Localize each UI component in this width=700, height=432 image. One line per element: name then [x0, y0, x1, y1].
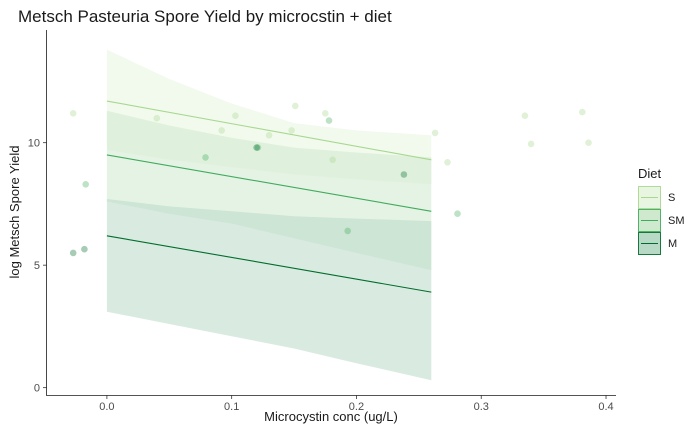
legend: Diet S SM M — [638, 166, 685, 255]
data-point-s — [153, 114, 161, 122]
legend-title: Diet — [638, 166, 662, 181]
y-axis-ticks: 0 5 10 — [28, 138, 47, 395]
point-layer — [69, 102, 592, 257]
plot-area — [69, 49, 592, 381]
data-point-m — [400, 171, 408, 178]
fit-line-layer — [106, 100, 432, 293]
data-point-s — [288, 127, 295, 134]
data-point-sm — [454, 210, 461, 217]
data-point-s — [521, 112, 529, 119]
y-tick-label: 5 — [34, 260, 40, 272]
x-tick-label: 0.1 — [224, 401, 239, 413]
data-point-sm — [202, 154, 209, 161]
chart-title: Metsch Pasteuria Spore Yield by microcst… — [18, 7, 392, 26]
data-point-s — [527, 140, 535, 148]
data-point-s — [292, 102, 299, 110]
x-axis-title: Microcystin conc (ug/L) — [264, 409, 398, 424]
data-point-m — [69, 249, 77, 257]
x-tick-label: 0.0 — [99, 401, 114, 413]
data-point-m — [253, 144, 260, 151]
x-tick-label: 0.2 — [349, 401, 364, 413]
data-point-sm — [344, 227, 352, 235]
legend-label-sm: SM — [668, 215, 685, 227]
y-axis-title: log Metsch Spore Yield — [7, 146, 22, 279]
y-tick-label: 0 — [34, 383, 40, 395]
data-point-m — [81, 245, 88, 253]
x-tick-label: 0.3 — [474, 401, 489, 413]
legend-item-sm: SM — [638, 209, 685, 232]
fit-line-s — [106, 100, 432, 161]
data-point-s — [431, 129, 439, 137]
fit-line-sm — [106, 154, 432, 212]
legend-label-s: S — [668, 192, 675, 204]
data-point-sm — [254, 144, 262, 151]
data-point-sm — [82, 181, 89, 188]
y-tick-label: 10 — [28, 138, 40, 150]
fit-line-m — [106, 235, 432, 293]
ribbon-layer — [106, 49, 432, 381]
legend-item-s: S — [638, 186, 675, 209]
x-tick-label: 0.4 — [598, 401, 613, 413]
legend-item-m: M — [638, 232, 677, 255]
data-point-s — [444, 159, 451, 166]
data-point-s — [218, 127, 225, 134]
data-point-s — [232, 112, 239, 119]
legend-label-m: M — [668, 238, 677, 250]
data-point-s — [585, 139, 592, 146]
data-point-s — [69, 110, 77, 117]
data-point-s — [579, 108, 586, 116]
data-point-s — [322, 110, 329, 117]
x-axis-ticks: 0.0 0.1 0.2 0.3 0.4 — [99, 395, 614, 413]
data-point-s — [329, 156, 337, 164]
confidence-ribbon-m — [106, 199, 432, 381]
data-point-s — [265, 132, 273, 139]
data-point-sm — [325, 117, 333, 124]
